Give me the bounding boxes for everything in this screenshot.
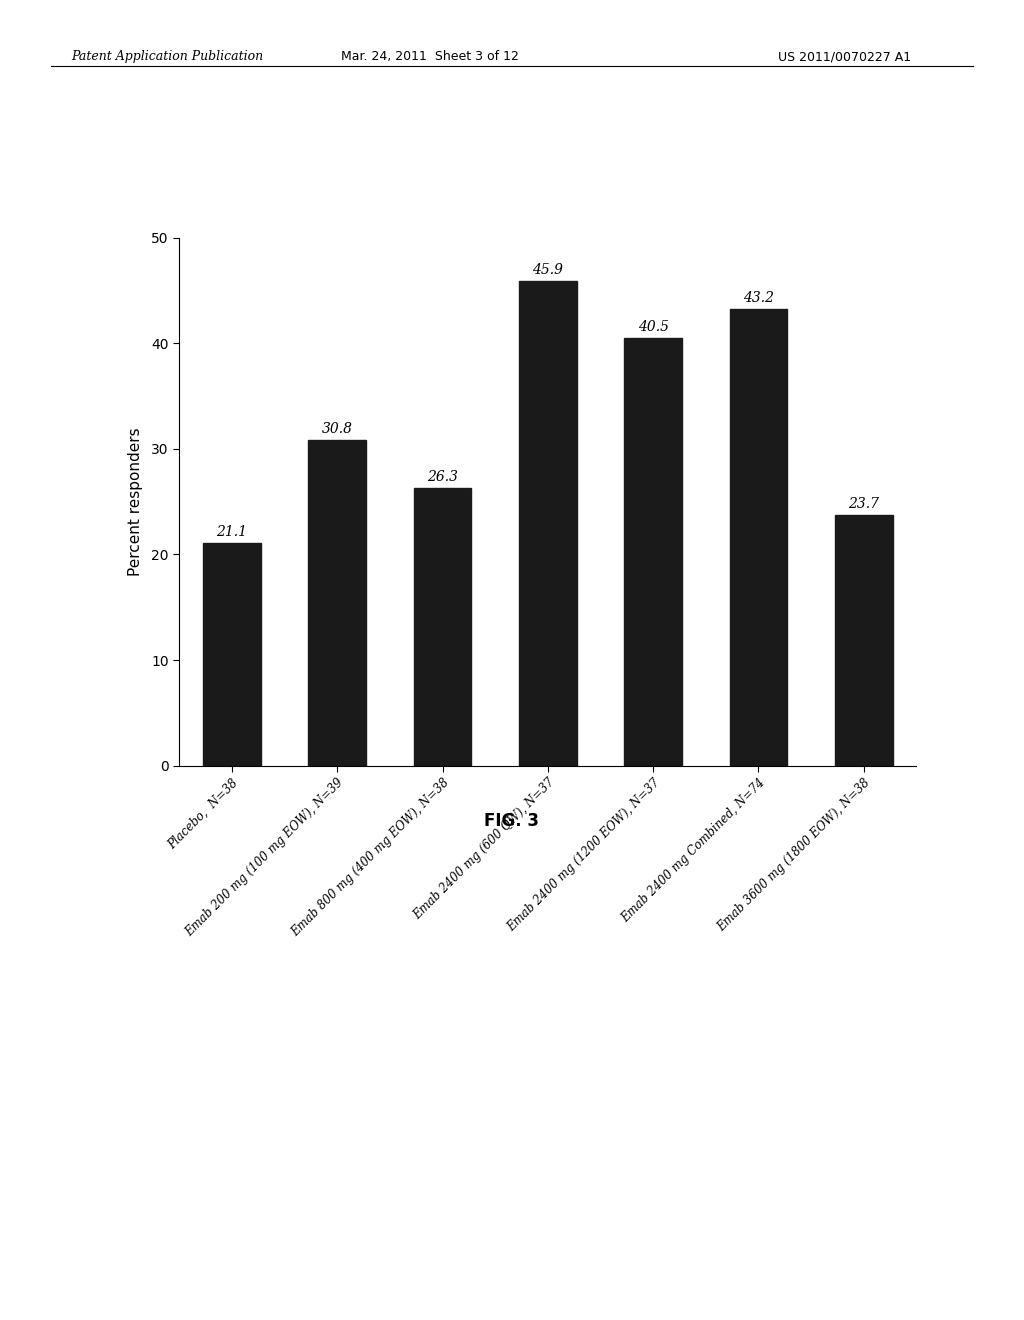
Text: 45.9: 45.9 xyxy=(532,263,563,277)
Text: 26.3: 26.3 xyxy=(427,470,458,483)
Text: 23.7: 23.7 xyxy=(848,498,880,511)
Text: 40.5: 40.5 xyxy=(638,319,669,334)
Bar xyxy=(203,543,261,766)
Text: FIG. 3: FIG. 3 xyxy=(484,812,540,830)
Bar xyxy=(625,338,682,766)
Text: US 2011/0070227 A1: US 2011/0070227 A1 xyxy=(778,50,911,63)
Text: Mar. 24, 2011  Sheet 3 of 12: Mar. 24, 2011 Sheet 3 of 12 xyxy=(341,50,519,63)
Bar xyxy=(308,441,367,766)
Bar xyxy=(519,281,577,766)
Bar xyxy=(835,515,893,766)
Bar xyxy=(414,488,471,766)
Text: Patent Application Publication: Patent Application Publication xyxy=(72,50,264,63)
Text: 21.1: 21.1 xyxy=(216,524,248,539)
Bar xyxy=(729,309,787,766)
Text: 30.8: 30.8 xyxy=(322,422,352,436)
Text: 43.2: 43.2 xyxy=(743,292,774,305)
Y-axis label: Percent responders: Percent responders xyxy=(128,428,142,576)
